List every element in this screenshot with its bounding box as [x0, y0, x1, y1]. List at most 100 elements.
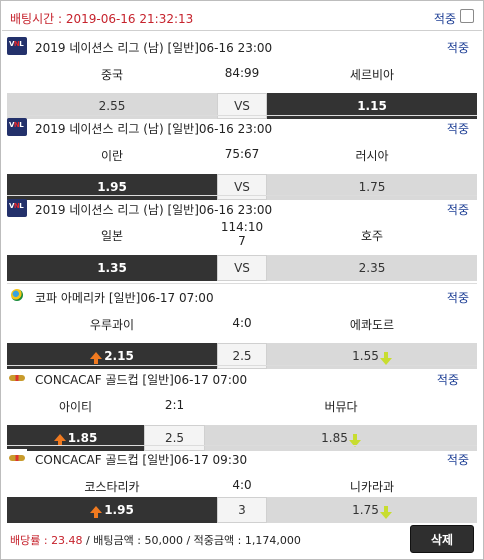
game-title: 2019 네이션스 리그 (남) [일반]06-16 23:00: [35, 203, 273, 217]
game-title: 2019 네이션스 리그 (남) [일반]06-16 23:00: [35, 41, 273, 55]
concacaf-logo-icon: [7, 369, 27, 387]
handicap-cell: 3: [217, 497, 267, 523]
home-team: 중국: [100, 68, 124, 82]
arrow-up-icon: [90, 506, 103, 518]
hit-label: 적중: [446, 453, 469, 467]
home-odds-button[interactable]: 1.85: [7, 425, 144, 451]
hit-label: 적중: [436, 373, 459, 387]
game-title: 2019 네이션스 리그 (남) [일반]06-16 23:00: [35, 122, 273, 136]
amount-value: 50,000: [144, 534, 183, 547]
score: 2:1: [164, 398, 185, 412]
team-row: 아이티 2:1 버뮤다: [7, 393, 477, 423]
score: 114:10 7: [217, 220, 267, 248]
team-row: 코스타리카 4:0 니카라과: [7, 473, 477, 503]
team-row: 일본 114:10 7 호주: [7, 219, 477, 255]
away-odds-value: 1.85: [321, 431, 348, 445]
score-line-1: 114:10: [220, 220, 264, 234]
away-odds-button[interactable]: 2.35: [267, 255, 477, 281]
home-odds-button[interactable]: 2.15: [7, 343, 217, 369]
handicap-cell: 2.5: [144, 425, 205, 451]
game-title: CONCACAF 골드컵 [일반]06-17 07:00: [35, 373, 248, 387]
score: 75:67: [224, 147, 260, 161]
away-team: 세르비아: [349, 68, 395, 82]
rate-value: 23.48: [51, 534, 83, 547]
hit-label: 적중: [446, 41, 469, 55]
away-odds-value: 1.75: [352, 503, 379, 517]
game-header: VNL 2019 네이션스 리그 (남) [일반]06-16 23:00 적중: [7, 197, 477, 217]
home-odds-button[interactable]: 2.55: [7, 93, 217, 119]
score-line-2: 7: [238, 234, 246, 248]
score: 84:99: [224, 66, 260, 80]
arrow-up-icon: [90, 352, 103, 364]
home-odds-value: 1.95: [104, 503, 134, 517]
rate-label: 배당률 :: [10, 534, 52, 547]
bet-slip-header: 배팅시간 : 2019-06-16 21:32:13 적중: [2, 2, 482, 31]
win-label: / 적중금액 :: [182, 534, 245, 547]
vnl-logo-icon: VNL: [7, 199, 27, 217]
all-hit-label: 적중: [433, 12, 456, 26]
vnl-logo-icon: VNL: [7, 118, 27, 136]
odds-row: 2.15 2.5 1.55: [7, 343, 477, 369]
home-odds-button[interactable]: 1.35: [7, 255, 217, 281]
odds-row: 1.95 3 1.75: [7, 497, 477, 523]
away-odds-button[interactable]: 1.55: [267, 343, 477, 369]
game-header: VNL 2019 네이션스 리그 (남) [일반]06-16 23:00 적중: [7, 35, 477, 55]
arrow-up-icon: [53, 434, 66, 446]
delete-button[interactable]: 삭제: [410, 525, 474, 553]
home-odds-button[interactable]: 1.95: [7, 497, 217, 523]
divider: [7, 365, 477, 366]
away-team: 러시아: [355, 149, 389, 163]
bet-time-label: 배팅시간 : 2019-06-16 21:32:13: [10, 12, 194, 26]
game-title: 코파 아메리카 [일반]06-17 07:00: [35, 291, 214, 305]
arrow-down-icon: [348, 434, 361, 447]
amount-label: / 배팅금액 :: [82, 534, 145, 547]
game-title: CONCACAF 골드컵 [일반]06-17 09:30: [35, 453, 248, 467]
odds-row: 2.55 VS 1.15: [7, 93, 477, 119]
hit-label: 적중: [446, 203, 469, 217]
vnl-logo-icon: VNL: [7, 37, 27, 55]
away-odds-button[interactable]: 1.75: [267, 497, 477, 523]
away-team: 에콰도르: [349, 318, 395, 332]
away-team: 호주: [360, 229, 384, 243]
score: 4:0: [232, 316, 252, 330]
team-row: 우루과이 4:0 에콰도르: [7, 311, 477, 341]
copa-america-logo-icon: [7, 287, 27, 305]
divider: [7, 445, 477, 446]
game-header: 코파 아메리카 [일반]06-17 07:00 적중: [7, 285, 477, 305]
hit-label: 적중: [446, 291, 469, 305]
home-team: 아이티: [58, 400, 93, 414]
team-row: 이란 75:67 러시아: [7, 142, 477, 172]
vs-cell: VS: [217, 255, 267, 281]
arrow-down-icon: [379, 506, 392, 519]
divider: [7, 115, 477, 116]
away-odds-button[interactable]: 1.15: [267, 93, 477, 119]
away-team: 니카라과: [349, 480, 395, 494]
win-value: 1,174,000: [244, 534, 301, 547]
concacaf-logo-icon: [7, 449, 27, 467]
away-team: 버뮤다: [324, 400, 358, 414]
divider: [7, 195, 477, 196]
arrow-down-icon: [379, 352, 392, 365]
odds-row: 1.35 VS 2.35: [7, 255, 477, 281]
hit-label: 적중: [446, 122, 469, 136]
vs-cell: VS: [217, 93, 267, 119]
home-team: 코스타리카: [84, 480, 140, 494]
score: 4:0: [232, 478, 252, 492]
select-checkbox[interactable]: [460, 9, 474, 23]
bet-summary-footer: 배당률 : 23.48 / 배팅금액 : 50,000 / 적중금액 : 1,1…: [2, 521, 482, 559]
home-team: 이란: [100, 149, 124, 163]
divider: [7, 283, 477, 284]
away-odds-value: 1.55: [352, 349, 379, 363]
home-odds-value: 1.85: [67, 431, 98, 445]
home-team: 우루과이: [89, 318, 135, 332]
home-odds-value: 2.15: [104, 349, 134, 363]
home-team: 일본: [100, 229, 124, 243]
game-header: VNL 2019 네이션스 리그 (남) [일반]06-16 23:00 적중: [7, 116, 477, 136]
odds-row: 1.85 2.5 1.85: [7, 425, 477, 451]
handicap-cell: 2.5: [217, 343, 267, 369]
away-odds-button[interactable]: 1.85: [205, 425, 477, 451]
game-header: CONCACAF 골드컵 [일반]06-17 09:30 적중: [7, 447, 477, 467]
bet-summary: 배당률 : 23.48 / 배팅금액 : 50,000 / 적중금액 : 1,1…: [10, 532, 301, 548]
team-row: 중국 84:99 세르비아: [7, 61, 477, 91]
